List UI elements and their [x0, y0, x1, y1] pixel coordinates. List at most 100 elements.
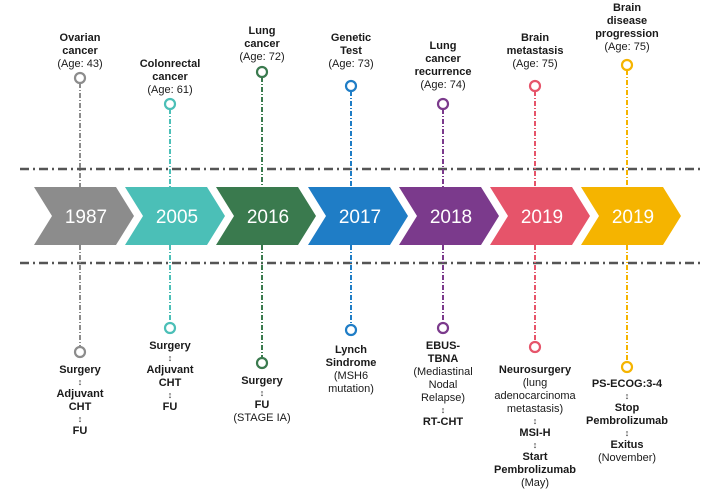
bottom-label-line: adenocarcinoma	[494, 390, 576, 402]
bottom-label-line: Pembrolizumab	[494, 464, 576, 476]
year-label: 2019	[612, 207, 654, 228]
bottom-label-line: MSI-H	[519, 427, 551, 439]
bottom-label-line: (November)	[597, 452, 657, 464]
year-chevron	[125, 187, 225, 245]
top-label-line: metastasis	[506, 45, 564, 57]
event-top-label: Lung cancer (Age: 72)	[207, 25, 317, 64]
bottom-label-line: FU	[72, 425, 88, 437]
bottom-label-line: mutation)	[328, 383, 374, 395]
top-label-line: Genetic	[330, 32, 372, 44]
updown-arrow-icon: ↕	[167, 390, 173, 400]
bottom-label-line: Exitus	[610, 439, 644, 451]
bottom-label-line: (MSH6	[333, 370, 369, 382]
top-label-line: (Age: 72)	[239, 51, 285, 63]
year-label: 2017	[339, 207, 381, 228]
event-bottom-label: PS-ECOG:3-4 ↕ Stop Pembrolizumab ↕ Exitus (Nov…	[572, 378, 682, 465]
event-5: 2019	[490, 79, 590, 354]
top-label-line: Ovarian	[59, 32, 101, 44]
updown-arrow-icon: ↕	[624, 391, 630, 401]
event-bottom-label: Surgery ↕ FU (STAGE IA)	[207, 375, 317, 425]
bottom-marker-circle	[344, 323, 358, 337]
bottom-label-line: Nodal	[428, 379, 458, 391]
top-label-line: Brain	[612, 2, 642, 14]
year-chevron	[34, 187, 134, 245]
bottom-label-line: Surgery	[59, 364, 101, 376]
top-label-line: (Age: 43)	[57, 58, 103, 70]
top-marker-circle	[73, 71, 87, 85]
bottom-label-line: (STAGE IA)	[233, 412, 291, 424]
event-2: 2016	[216, 65, 316, 370]
bottom-label-line: Relapse)	[420, 392, 466, 404]
updown-arrow-icon: ↕	[624, 428, 630, 438]
bottom-label-line: Stop	[614, 402, 640, 414]
bottom-label-line: Pembrolizumab	[586, 415, 668, 427]
top-label-line: Lung	[429, 40, 457, 52]
event-top-label: Genetic Test (Age: 73)	[296, 32, 406, 71]
top-label-line: Brain	[520, 32, 550, 44]
bottom-label-line: Lynch	[335, 344, 367, 356]
top-marker-circle	[344, 79, 358, 93]
top-label-line: Test	[340, 45, 362, 57]
updown-arrow-icon: ↕	[532, 440, 538, 450]
year-chevron	[308, 187, 408, 245]
top-label-line: Colonrectal	[139, 58, 201, 70]
event-top-label: Lung cancer recurrence (Age: 74)	[388, 40, 498, 92]
top-label-line: (Age: 74)	[420, 79, 466, 91]
bottom-label-line: PS-ECOG:3-4	[591, 378, 663, 390]
top-label-line: Lung	[248, 25, 276, 37]
bottom-label-line: (lung	[522, 377, 548, 389]
year-chevron	[490, 187, 590, 245]
event-1: 2005	[125, 97, 225, 335]
bottom-marker-circle	[436, 321, 450, 335]
event-bottom-label: Surgery ↕ Adjuvant CHT ↕ FU	[115, 340, 225, 414]
top-label-line: (Age: 61)	[147, 84, 193, 96]
bottom-label-line: CHT	[158, 377, 182, 389]
top-marker-circle	[436, 97, 450, 111]
year-label: 2018	[430, 207, 472, 228]
event-bottom-label: EBUS- TBNA (Mediastinal Nodal Relapse) ↕ RT-CH…	[388, 340, 498, 429]
top-label-line: cancer	[425, 53, 461, 65]
event-bottom-label: Neurosurgery (lung adenocarcinoma metastasi…	[480, 364, 590, 490]
bottom-marker-circle	[620, 360, 634, 374]
year-label: 1987	[65, 207, 107, 228]
top-label-line: (Age: 75)	[604, 41, 650, 53]
top-label-line: cancer	[62, 45, 98, 57]
bottom-label-line: Adjuvant	[56, 388, 104, 400]
bottom-label-line: FU	[254, 399, 270, 411]
top-marker-circle	[255, 65, 269, 79]
event-bottom-label: Surgery ↕ Adjuvant CHT ↕ FU	[25, 364, 135, 438]
bottom-label-line: Start	[522, 451, 548, 463]
year-label: 2005	[156, 207, 198, 228]
bottom-label-line: EBUS-	[425, 340, 461, 352]
event-4: 2018	[399, 97, 499, 335]
event-0: 1987	[34, 71, 134, 359]
updown-arrow-icon: ↕	[440, 405, 446, 415]
top-label-line: recurrence	[414, 66, 472, 78]
year-chevron	[581, 187, 681, 245]
event-top-label: Brain metastasis (Age: 75)	[480, 32, 590, 71]
bottom-label-line: (May)	[520, 477, 550, 489]
bottom-label-line: metastasis)	[506, 403, 564, 415]
event-bottom-label: Lynch Sindrome (MSH6 mutation)	[296, 344, 406, 396]
event-3: 2017	[308, 79, 408, 337]
event-top-label: Ovarian cancer (Age: 43)	[25, 32, 135, 71]
bottom-label-line: Surgery	[149, 340, 191, 352]
bottom-label-line: Neurosurgery	[498, 364, 572, 376]
bottom-label-line: Sindrome	[325, 357, 377, 369]
top-marker-circle	[528, 79, 542, 93]
updown-arrow-icon: ↕	[167, 353, 173, 363]
bottom-label-line: CHT	[68, 401, 92, 413]
bottom-label-line: TBNA	[427, 353, 459, 365]
updown-arrow-icon: ↕	[532, 416, 538, 426]
year-chevron	[399, 187, 499, 245]
updown-arrow-icon: ↕	[77, 377, 83, 387]
top-label-line: disease	[606, 15, 648, 27]
bottom-label-line: Surgery	[241, 375, 283, 387]
updown-arrow-icon: ↕	[259, 388, 265, 398]
bottom-marker-circle	[528, 340, 542, 354]
top-label-line: progression	[595, 28, 659, 40]
bottom-marker-circle	[73, 345, 87, 359]
bottom-label-line: Adjuvant	[146, 364, 194, 376]
event-6: 2019	[581, 58, 681, 374]
